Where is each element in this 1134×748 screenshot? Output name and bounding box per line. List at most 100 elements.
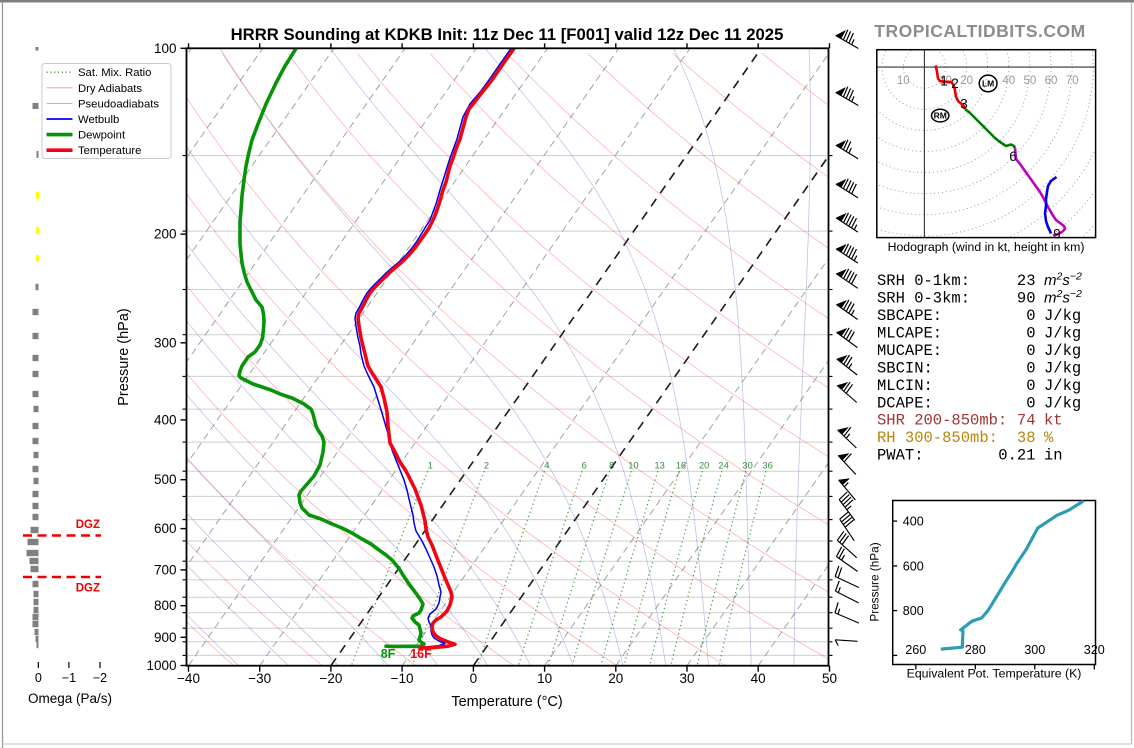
svg-text:−30: −30 bbox=[248, 671, 271, 686]
svg-text:−10: −10 bbox=[391, 671, 414, 686]
svg-text:6: 6 bbox=[582, 461, 587, 471]
svg-text:23: 23 bbox=[1017, 272, 1036, 290]
svg-text:−2: −2 bbox=[93, 671, 107, 685]
svg-text:Temperature (°C): Temperature (°C) bbox=[451, 694, 562, 710]
svg-text:280: 280 bbox=[965, 643, 986, 657]
svg-text:SBCIN:: SBCIN: bbox=[877, 359, 933, 377]
svg-text:J/kg: J/kg bbox=[1044, 394, 1081, 412]
svg-text:20: 20 bbox=[699, 461, 709, 471]
svg-text:16F: 16F bbox=[410, 647, 432, 661]
svg-text:−20: −20 bbox=[319, 671, 342, 686]
svg-text:Omega (Pa/s): Omega (Pa/s) bbox=[28, 691, 112, 706]
svg-text:800: 800 bbox=[903, 604, 924, 618]
svg-text:70: 70 bbox=[1066, 75, 1079, 87]
svg-text:74: 74 bbox=[1017, 412, 1036, 430]
svg-text:0: 0 bbox=[1026, 377, 1035, 395]
svg-text:Hodograph (wind in kt, height: Hodograph (wind in kt, height in km) bbox=[888, 240, 1085, 254]
svg-text:MUCAPE:: MUCAPE: bbox=[877, 342, 942, 360]
svg-text:Pseudoadiabats: Pseudoadiabats bbox=[78, 98, 159, 110]
svg-text:50: 50 bbox=[1024, 75, 1037, 87]
svg-text:200: 200 bbox=[154, 227, 177, 242]
svg-text:0: 0 bbox=[1026, 342, 1035, 360]
svg-text:Equivalent Pot. Temperature (K: Equivalent Pot. Temperature (K) bbox=[907, 667, 1082, 681]
svg-text:0: 0 bbox=[35, 671, 42, 685]
svg-text:38: 38 bbox=[1017, 429, 1036, 447]
svg-text:13: 13 bbox=[655, 461, 665, 471]
svg-text:1: 1 bbox=[940, 74, 948, 89]
svg-text:40: 40 bbox=[751, 671, 766, 686]
svg-text:2: 2 bbox=[484, 461, 489, 471]
svg-text:%: % bbox=[1044, 429, 1054, 447]
svg-text:DCAPE:: DCAPE: bbox=[877, 394, 933, 412]
svg-text:0: 0 bbox=[470, 671, 478, 686]
svg-text:800: 800 bbox=[154, 598, 177, 613]
svg-text:0: 0 bbox=[1026, 307, 1035, 325]
svg-text:0.21: 0.21 bbox=[998, 447, 1035, 465]
svg-text:900: 900 bbox=[154, 630, 177, 645]
svg-text:PWAT:: PWAT: bbox=[877, 447, 924, 465]
svg-text:in: in bbox=[1044, 447, 1063, 465]
svg-text:J/kg: J/kg bbox=[1044, 359, 1081, 377]
svg-text:260: 260 bbox=[905, 643, 926, 657]
svg-text:30: 30 bbox=[742, 461, 752, 471]
svg-text:24: 24 bbox=[718, 461, 728, 471]
svg-text:9: 9 bbox=[1053, 227, 1061, 242]
svg-text:SBCAPE:: SBCAPE: bbox=[877, 307, 942, 325]
svg-text:300: 300 bbox=[154, 335, 177, 350]
svg-text:0: 0 bbox=[1026, 325, 1035, 343]
svg-text:40: 40 bbox=[1002, 75, 1015, 87]
svg-text:1: 1 bbox=[428, 461, 433, 471]
svg-text:30: 30 bbox=[679, 671, 694, 686]
svg-text:J/kg: J/kg bbox=[1044, 377, 1081, 395]
svg-text:−1: −1 bbox=[62, 671, 76, 685]
svg-text:400: 400 bbox=[903, 515, 924, 529]
svg-text:0: 0 bbox=[1026, 394, 1035, 412]
svg-text:8: 8 bbox=[609, 461, 614, 471]
svg-text:10: 10 bbox=[537, 671, 552, 686]
svg-text:10: 10 bbox=[628, 461, 638, 471]
svg-text:16: 16 bbox=[676, 461, 686, 471]
svg-text:Dry Adiabats: Dry Adiabats bbox=[78, 83, 142, 95]
svg-text:600: 600 bbox=[154, 521, 177, 536]
svg-text:6: 6 bbox=[1009, 149, 1017, 164]
svg-text:RH 300-850mb:: RH 300-850mb: bbox=[877, 429, 998, 447]
svg-text:20: 20 bbox=[960, 75, 973, 87]
svg-text:DGZ: DGZ bbox=[76, 519, 100, 531]
svg-text:TROPICALTIDBITS.COM: TROPICALTIDBITS.COM bbox=[874, 21, 1085, 41]
svg-text:MLCAPE:: MLCAPE: bbox=[877, 325, 942, 343]
svg-text:60: 60 bbox=[1045, 75, 1058, 87]
svg-text:LM: LM bbox=[982, 79, 994, 89]
svg-text:MLCIN:: MLCIN: bbox=[877, 377, 933, 395]
svg-text:100: 100 bbox=[154, 41, 177, 56]
svg-text:Pressure (hPa): Pressure (hPa) bbox=[116, 308, 132, 406]
svg-text:90: 90 bbox=[1017, 290, 1036, 308]
svg-text:Dewpoint: Dewpoint bbox=[78, 130, 126, 142]
svg-text:−40: −40 bbox=[177, 671, 200, 686]
svg-text:36: 36 bbox=[762, 461, 772, 471]
svg-text:DGZ: DGZ bbox=[76, 583, 100, 595]
svg-text:50: 50 bbox=[822, 671, 837, 686]
svg-text:700: 700 bbox=[154, 562, 177, 577]
svg-text:300: 300 bbox=[1024, 643, 1045, 657]
svg-text:4: 4 bbox=[544, 461, 549, 471]
svg-text:kt: kt bbox=[1044, 412, 1063, 430]
svg-text:20: 20 bbox=[608, 671, 623, 686]
svg-text:Temperature: Temperature bbox=[78, 145, 141, 157]
svg-text:J/kg: J/kg bbox=[1044, 342, 1081, 360]
svg-text:Wetbulb: Wetbulb bbox=[78, 114, 119, 126]
svg-text:8F: 8F bbox=[381, 647, 396, 661]
svg-text:320: 320 bbox=[1084, 643, 1105, 657]
svg-text:400: 400 bbox=[154, 412, 177, 427]
svg-text:3: 3 bbox=[960, 97, 968, 112]
svg-text:SRH 0-1km:: SRH 0-1km: bbox=[877, 272, 970, 290]
svg-text:10: 10 bbox=[897, 75, 910, 87]
svg-text:Pressure (hPa): Pressure (hPa) bbox=[868, 542, 882, 621]
svg-text:SHR 200-850mb:: SHR 200-850mb: bbox=[877, 412, 1007, 430]
svg-text:HRRR Sounding at KDKB Init: 11: HRRR Sounding at KDKB Init: 11z Dec 11 [… bbox=[231, 25, 784, 44]
svg-text:500: 500 bbox=[154, 472, 177, 487]
svg-text:J/kg: J/kg bbox=[1044, 325, 1081, 343]
svg-text:SRH 0-3km:: SRH 0-3km: bbox=[877, 290, 970, 308]
svg-text:1000: 1000 bbox=[146, 658, 176, 673]
svg-text:RM: RM bbox=[934, 111, 947, 121]
svg-text:0: 0 bbox=[1026, 359, 1035, 377]
